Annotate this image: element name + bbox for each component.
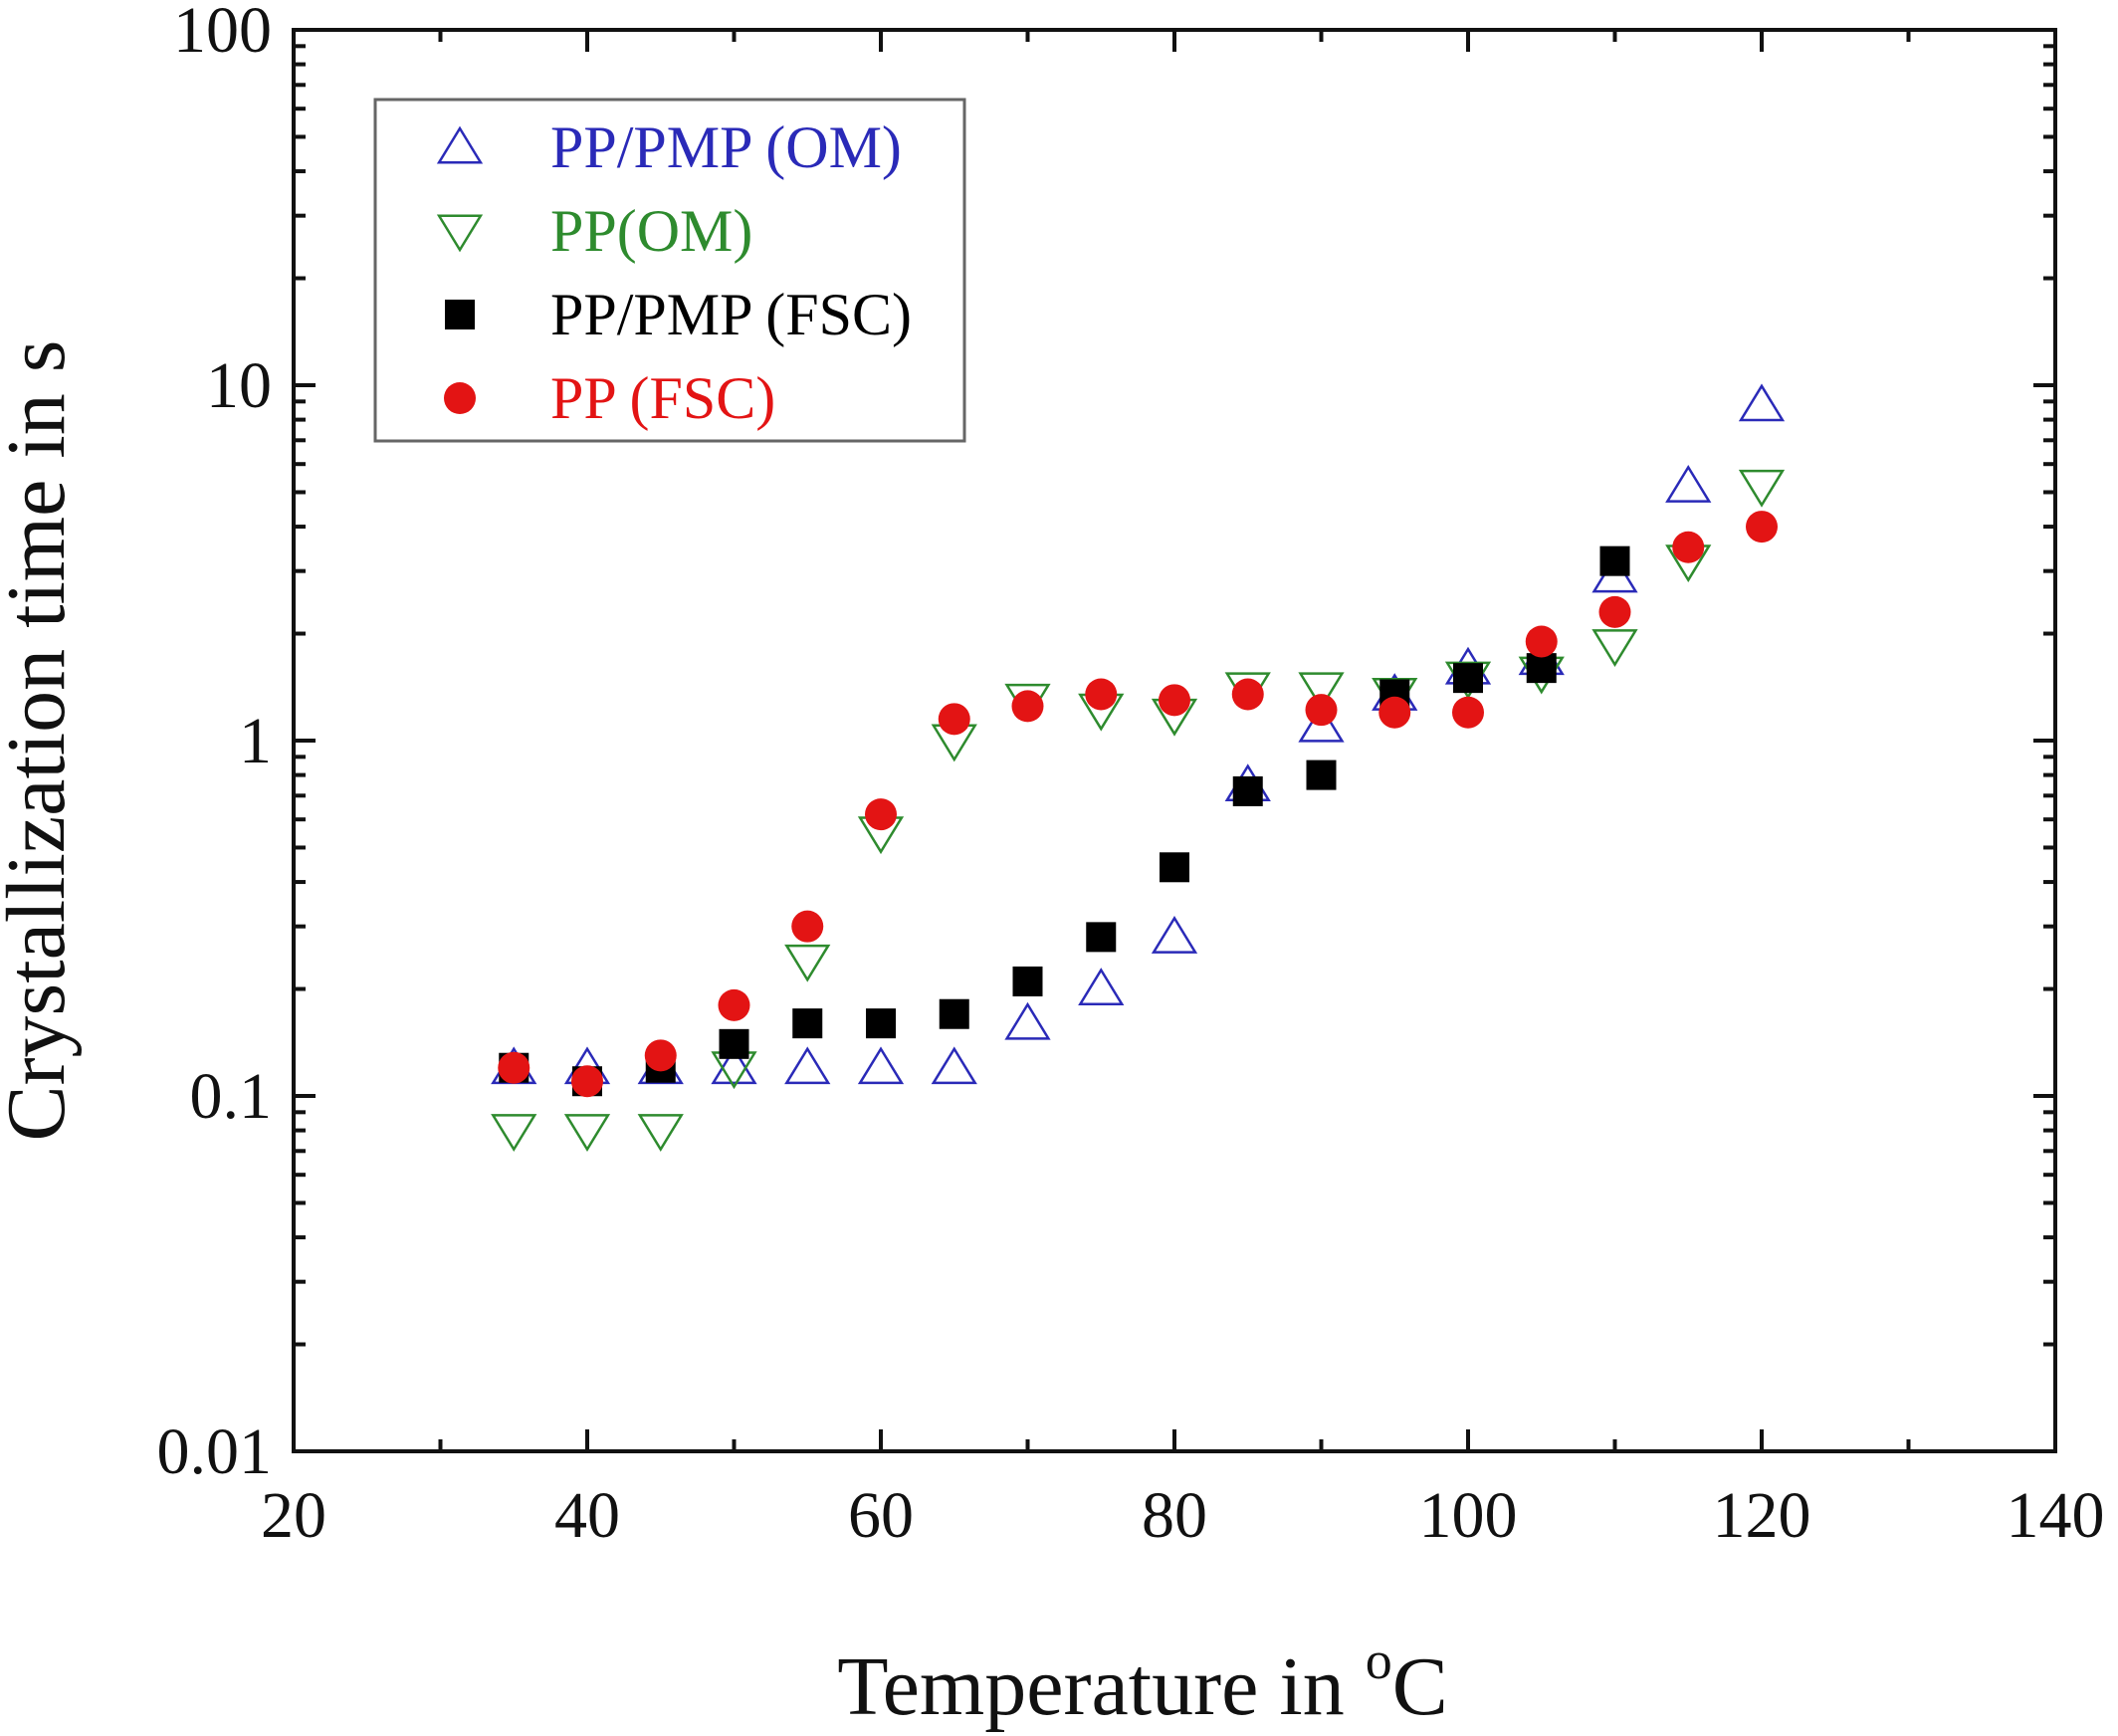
legend-label: PP(OM) [550,198,752,264]
y-tick-label: 1 [239,705,272,777]
data-point [791,910,824,943]
y-tick-label: 100 [173,0,272,67]
legend: PP/PMP (OM) PP(OM) PP/PMP (FSC) PP (FSC) [373,98,966,443]
data-point [1305,694,1338,727]
data-point [866,1008,896,1039]
data-point [784,1046,831,1085]
data-point [1452,696,1484,729]
x-axis-title-main: Temperature in [837,1640,1366,1733]
data-point [1738,383,1786,422]
data-point [938,703,970,736]
data-point [784,944,831,982]
data-point [931,1046,977,1085]
data-point [563,1114,611,1152]
data-point [1298,672,1345,711]
y-tick-label: 0.01 [157,1415,273,1488]
data-point [1665,464,1712,503]
data-point [1232,775,1263,806]
data-point [1378,696,1411,729]
data-point [1525,625,1558,658]
legend-label: PP/PMP (FSC) [550,282,912,347]
data-point [1004,1001,1051,1040]
legend-label: PP/PMP (OM) [550,114,902,180]
data-point [1160,852,1189,883]
data-point [1012,966,1043,996]
series-4 [498,511,1778,1098]
x-tick-label: 100 [1419,1479,1518,1552]
data-point [1746,511,1778,543]
data-point [1085,678,1118,711]
data-point [1598,595,1631,628]
data-point [865,798,897,831]
series-3 [499,545,1630,1097]
data-point [1672,531,1705,563]
data-point [1086,922,1117,953]
series-2 [491,469,1786,1152]
data-point [1159,684,1190,717]
x-axis-title-end: C [1392,1640,1448,1733]
data-point [792,1008,823,1039]
x-tick-label: 60 [848,1479,914,1552]
x-axis-title: Temperature in oC [837,1630,1448,1733]
series-1 [491,383,1786,1085]
y-tick-label: 10 [206,349,272,422]
x-tick-label: 40 [554,1479,620,1552]
data-point [1011,690,1044,723]
legend-items: PP/PMP (OM) PP(OM) PP/PMP (FSC) PP (FSC) [436,114,912,431]
data-point [1526,653,1557,684]
data-point [719,1028,749,1059]
data-point [1231,678,1264,711]
data-point [939,998,969,1029]
legend-marker [445,300,475,329]
legend-marker [436,125,484,164]
x-tick-label: 20 [261,1479,326,1552]
data-point [498,1051,530,1084]
data-point [857,1046,905,1085]
legend-box [373,98,966,443]
data-point [1151,915,1198,954]
data-point [1298,704,1345,743]
data-point [1306,760,1337,790]
data-point [711,1046,757,1085]
data-point [1078,968,1125,1005]
data-point [1591,629,1638,668]
data-point [637,1114,684,1152]
x-tick-label: 120 [1713,1479,1811,1552]
data-point [491,1114,537,1152]
legend-marker [444,382,476,414]
data-point [1738,469,1786,508]
legend-marker [436,214,484,253]
data-point [571,1065,603,1098]
x-tick-label: 80 [1142,1479,1207,1552]
data-point [718,988,750,1021]
y-axis-title: Crystallization time in s [0,340,83,1142]
data-point [1599,545,1630,576]
data-point [644,1039,677,1072]
axis-tick-labels: 20 40 60 80 100 120 140 0.01 0.1 1 10 100 [157,0,2105,1552]
x-tick-label: 140 [2007,1479,2105,1552]
axis-ticks [292,28,2057,1453]
data-points [491,383,1786,1152]
x-axis-title-sup: o [1366,1630,1392,1690]
data-point [1453,663,1483,694]
y-tick-label: 0.1 [190,1060,273,1133]
legend-label: PP (FSC) [550,365,775,431]
